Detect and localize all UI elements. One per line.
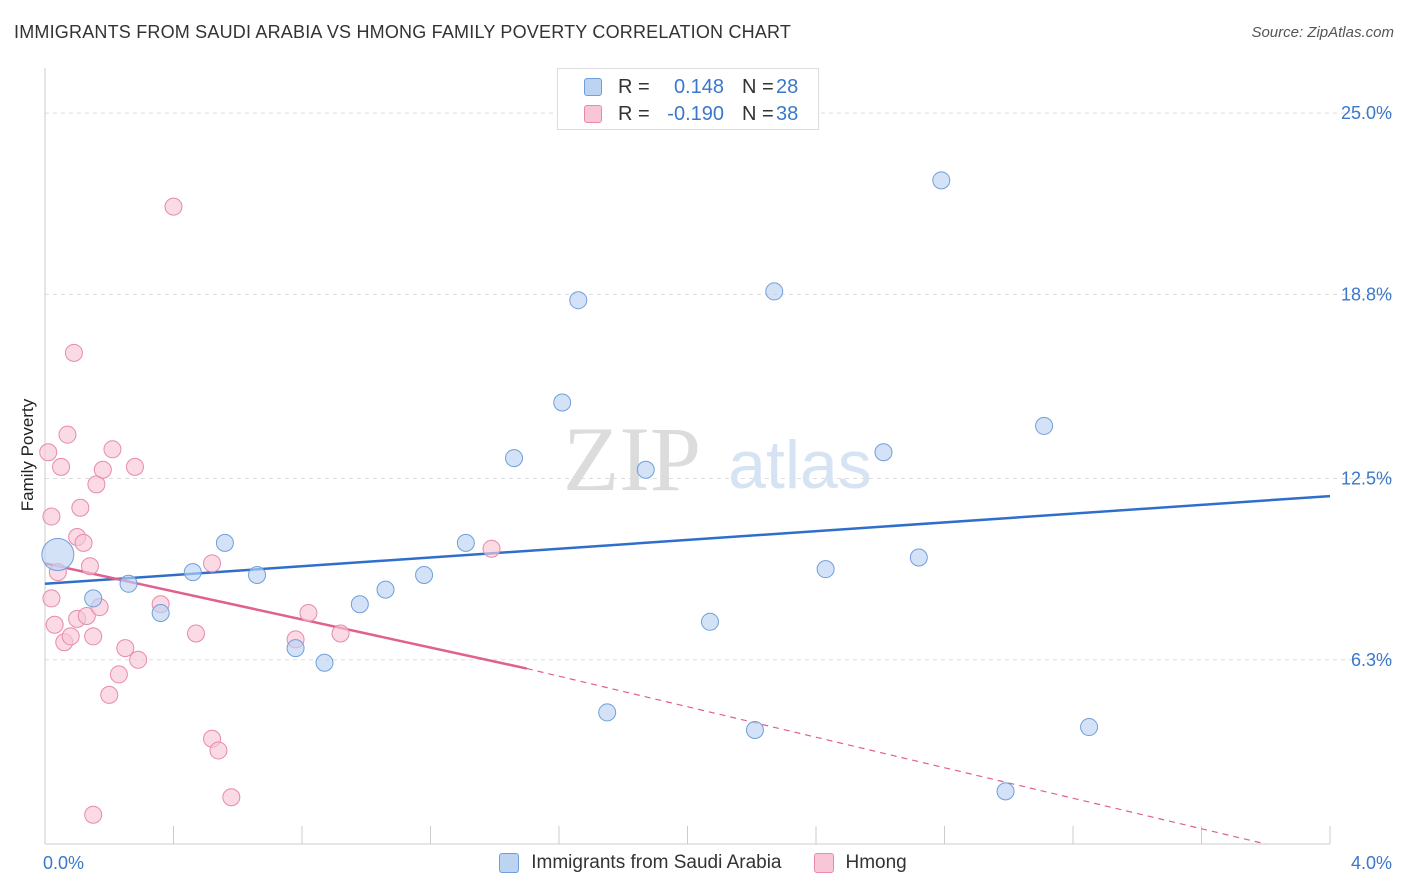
point-hmong [125, 457, 144, 476]
point-saudi [1035, 416, 1054, 435]
point-hmong [93, 460, 112, 479]
n-label: N = [742, 75, 774, 98]
hmong-swatch [584, 105, 602, 123]
point-hmong [58, 425, 77, 444]
grid-lines [45, 112, 1392, 661]
y-tick-label: 18.8% [1341, 284, 1392, 304]
point-saudi [745, 720, 764, 739]
r-value: 0.148 [673, 75, 724, 98]
legend-label-hmong: Hmong [845, 852, 907, 873]
r-label: R = [618, 102, 650, 125]
point-hmong [129, 650, 148, 669]
point-saudi [376, 580, 395, 599]
point-saudi [909, 548, 928, 567]
point-hmong [299, 604, 318, 623]
point-saudi [553, 393, 572, 412]
point-hmong [109, 665, 128, 684]
saudi-swatch [584, 78, 602, 96]
point-saudi [816, 560, 835, 579]
legend-swatch-hmong [813, 853, 834, 873]
point-hmong [42, 507, 61, 526]
point-saudi [350, 595, 369, 614]
point-hmong [45, 615, 64, 634]
stats-row-saudi: R = 0.148 N = 28 [584, 74, 798, 100]
point-hmong [80, 557, 99, 576]
n-value: 38 [776, 102, 799, 125]
x-tick-label: 4.0% [1351, 853, 1392, 873]
point-hmong [331, 624, 350, 643]
point-hmong [52, 457, 71, 476]
point-saudi [215, 533, 234, 552]
point-hmong [164, 197, 183, 216]
y-tick-label: 6.3% [1351, 650, 1392, 670]
watermark: ZIP atlas [563, 408, 872, 510]
point-saudi [505, 449, 524, 468]
data-points [39, 171, 1099, 824]
point-saudi [119, 574, 138, 593]
legend-item-saudi[interactable]: Immigrants from Saudi Arabia [499, 852, 782, 874]
r-value: -0.190 [667, 102, 724, 125]
point-hmong [71, 498, 90, 517]
y-tick-label: 12.5% [1341, 469, 1392, 489]
point-hmong [84, 627, 103, 646]
trendline-hmong [44, 562, 528, 670]
point-saudi [636, 460, 655, 479]
point-saudi [932, 171, 951, 190]
point-hmong [74, 533, 93, 552]
point-hmong [77, 606, 96, 625]
point-hmong [116, 639, 135, 658]
watermark-zip: ZIP [563, 408, 701, 510]
point-hmong [100, 685, 119, 704]
point-hmong [209, 741, 228, 760]
point-saudi [996, 782, 1015, 801]
point-saudi [84, 589, 103, 608]
point-hmong [61, 627, 80, 646]
chart-title: IMMIGRANTS FROM SAUDI ARABIA VS HMONG FA… [14, 22, 792, 42]
stats-row-hmong: R = -0.190 N = 38 [584, 101, 798, 127]
legend-item-hmong[interactable]: Hmong [813, 852, 907, 874]
point-saudi [456, 533, 475, 552]
point-hmong [39, 443, 58, 462]
point-saudi [1080, 718, 1099, 737]
point-saudi [183, 563, 202, 582]
point-saudi [286, 639, 305, 658]
point-hmong [103, 440, 122, 459]
chart-source: Source: ZipAtlas.com [1251, 24, 1394, 41]
point-hmong [84, 805, 103, 824]
legend-label-saudi: Immigrants from Saudi Arabia [531, 852, 782, 873]
legend-swatch-saudi [499, 853, 520, 873]
y-tick-label: 25.0% [1341, 103, 1392, 123]
point-saudi [765, 282, 784, 301]
n-label: N = [742, 102, 774, 125]
point-saudi [598, 703, 617, 722]
r-label: R = [618, 75, 650, 98]
point-hmong [482, 539, 501, 558]
point-saudi [315, 653, 334, 672]
watermark-atlas: atlas [728, 427, 872, 503]
point-saudi [700, 612, 719, 631]
tick-labels: 6.3% 12.5% 18.8% 25.0% 0.0% 4.0% [43, 103, 1392, 873]
n-value: 28 [776, 75, 799, 98]
x-tick-label: 0.0% [43, 853, 84, 873]
series-legend: Immigrants from Saudi Arabia Hmong [0, 852, 1406, 874]
trendline-hmong-extension [526, 667, 1266, 845]
point-hmong [42, 589, 61, 608]
point-saudi [569, 291, 588, 310]
point-hmong [222, 788, 241, 807]
point-saudi [248, 566, 267, 585]
stats-legend: R = 0.148 N = 28 R = -0.190 N = 38 [557, 68, 819, 130]
point-saudi [151, 604, 170, 623]
point-hmong [186, 624, 205, 643]
point-saudi [874, 443, 893, 462]
point-hmong [203, 554, 222, 573]
point-saudi [41, 538, 75, 572]
point-hmong [64, 343, 83, 362]
point-saudi [415, 566, 434, 585]
